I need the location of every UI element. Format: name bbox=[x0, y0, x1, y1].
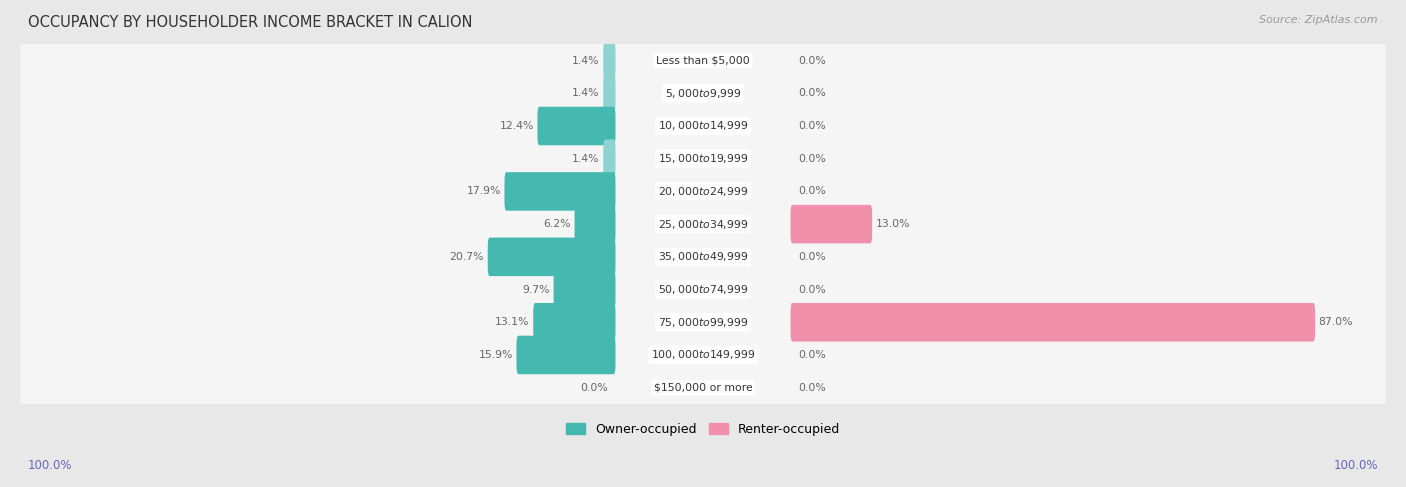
FancyBboxPatch shape bbox=[533, 303, 616, 341]
FancyBboxPatch shape bbox=[575, 205, 616, 244]
Text: 0.0%: 0.0% bbox=[799, 187, 825, 196]
Text: 13.1%: 13.1% bbox=[495, 317, 530, 327]
Text: $25,000 to $34,999: $25,000 to $34,999 bbox=[658, 218, 748, 231]
FancyBboxPatch shape bbox=[20, 269, 1386, 310]
FancyBboxPatch shape bbox=[505, 172, 616, 211]
Text: 6.2%: 6.2% bbox=[544, 219, 571, 229]
Text: 0.0%: 0.0% bbox=[799, 88, 825, 98]
Text: 0.0%: 0.0% bbox=[799, 284, 825, 295]
Text: 0.0%: 0.0% bbox=[799, 56, 825, 66]
Text: 1.4%: 1.4% bbox=[572, 88, 600, 98]
FancyBboxPatch shape bbox=[20, 302, 1386, 342]
Text: $20,000 to $24,999: $20,000 to $24,999 bbox=[658, 185, 748, 198]
Text: Source: ZipAtlas.com: Source: ZipAtlas.com bbox=[1260, 15, 1378, 25]
FancyBboxPatch shape bbox=[20, 171, 1386, 212]
Text: $100,000 to $149,999: $100,000 to $149,999 bbox=[651, 349, 755, 361]
FancyBboxPatch shape bbox=[790, 303, 1315, 341]
Text: 12.4%: 12.4% bbox=[499, 121, 534, 131]
FancyBboxPatch shape bbox=[20, 204, 1386, 244]
Text: 13.0%: 13.0% bbox=[876, 219, 910, 229]
FancyBboxPatch shape bbox=[603, 139, 616, 178]
Text: $75,000 to $99,999: $75,000 to $99,999 bbox=[658, 316, 748, 329]
Text: $15,000 to $19,999: $15,000 to $19,999 bbox=[658, 152, 748, 165]
Text: 0.0%: 0.0% bbox=[799, 121, 825, 131]
Text: 100.0%: 100.0% bbox=[28, 459, 73, 472]
FancyBboxPatch shape bbox=[20, 40, 1386, 81]
Text: $50,000 to $74,999: $50,000 to $74,999 bbox=[658, 283, 748, 296]
Text: 15.9%: 15.9% bbox=[478, 350, 513, 360]
FancyBboxPatch shape bbox=[20, 73, 1386, 113]
Text: 0.0%: 0.0% bbox=[581, 383, 607, 393]
Text: OCCUPANCY BY HOUSEHOLDER INCOME BRACKET IN CALION: OCCUPANCY BY HOUSEHOLDER INCOME BRACKET … bbox=[28, 15, 472, 30]
FancyBboxPatch shape bbox=[20, 138, 1386, 179]
Text: 0.0%: 0.0% bbox=[799, 383, 825, 393]
FancyBboxPatch shape bbox=[603, 41, 616, 80]
Text: 17.9%: 17.9% bbox=[467, 187, 501, 196]
Text: 0.0%: 0.0% bbox=[799, 154, 825, 164]
FancyBboxPatch shape bbox=[554, 270, 616, 309]
FancyBboxPatch shape bbox=[603, 74, 616, 112]
Text: $150,000 or more: $150,000 or more bbox=[654, 383, 752, 393]
Legend: Owner-occupied, Renter-occupied: Owner-occupied, Renter-occupied bbox=[561, 418, 845, 441]
Text: 0.0%: 0.0% bbox=[799, 350, 825, 360]
Text: $10,000 to $14,999: $10,000 to $14,999 bbox=[658, 119, 748, 132]
FancyBboxPatch shape bbox=[790, 205, 872, 244]
FancyBboxPatch shape bbox=[20, 367, 1386, 408]
Text: 20.7%: 20.7% bbox=[450, 252, 484, 262]
FancyBboxPatch shape bbox=[20, 335, 1386, 375]
FancyBboxPatch shape bbox=[537, 107, 616, 145]
FancyBboxPatch shape bbox=[488, 238, 616, 276]
Text: 1.4%: 1.4% bbox=[572, 56, 600, 66]
FancyBboxPatch shape bbox=[20, 237, 1386, 277]
Text: 0.0%: 0.0% bbox=[799, 252, 825, 262]
FancyBboxPatch shape bbox=[516, 336, 616, 374]
FancyBboxPatch shape bbox=[20, 106, 1386, 146]
Text: 100.0%: 100.0% bbox=[1333, 459, 1378, 472]
Text: $35,000 to $49,999: $35,000 to $49,999 bbox=[658, 250, 748, 263]
Text: 1.4%: 1.4% bbox=[572, 154, 600, 164]
Text: 87.0%: 87.0% bbox=[1319, 317, 1353, 327]
Text: $5,000 to $9,999: $5,000 to $9,999 bbox=[665, 87, 741, 100]
Text: Less than $5,000: Less than $5,000 bbox=[657, 56, 749, 66]
Text: 9.7%: 9.7% bbox=[523, 284, 550, 295]
